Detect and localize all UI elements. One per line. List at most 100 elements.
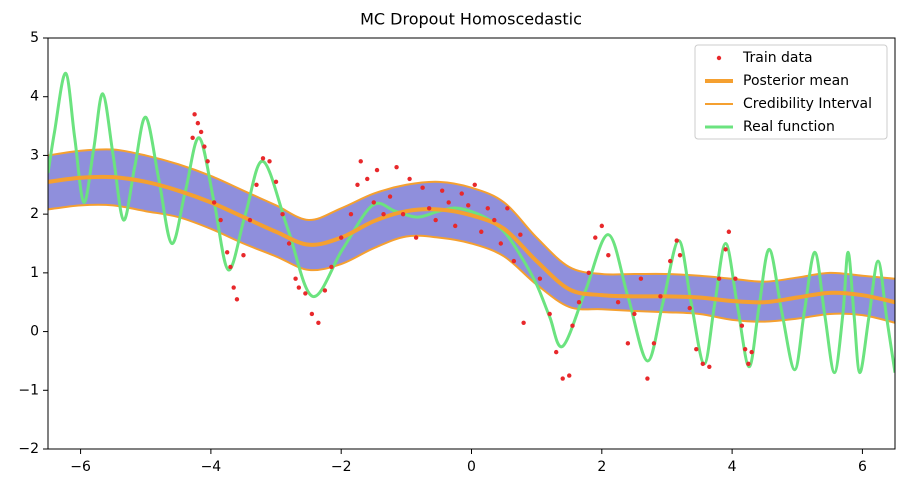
data-point — [459, 191, 464, 196]
data-point — [586, 270, 591, 276]
data-point — [316, 320, 321, 325]
x-tick-label: 2 — [597, 459, 606, 475]
data-point — [453, 223, 458, 229]
data-point — [381, 211, 386, 217]
data-point — [625, 341, 631, 346]
data-point — [211, 200, 217, 205]
data-point — [254, 182, 259, 187]
data-point — [606, 253, 611, 258]
y-tick-label: 4 — [30, 89, 39, 105]
data-point — [355, 182, 360, 187]
y-tick-label: −2 — [18, 441, 39, 457]
data-point — [400, 211, 406, 217]
data-point — [723, 247, 728, 252]
data-point — [472, 182, 477, 187]
credibility-line — [48, 203, 895, 324]
legend-label: Train data — [742, 50, 813, 66]
data-point — [521, 320, 526, 325]
data-point — [505, 206, 510, 211]
data-point — [726, 229, 732, 234]
data-point — [479, 229, 484, 234]
data-point — [498, 241, 504, 246]
x-tick-label: 4 — [728, 459, 737, 475]
y-tick-label: 2 — [30, 206, 39, 222]
data-point — [247, 217, 253, 223]
data-point — [593, 235, 598, 240]
data-point — [228, 264, 233, 270]
y-tick-label: 5 — [30, 30, 39, 46]
x-tick-label: 6 — [858, 459, 867, 475]
data-point — [446, 200, 451, 205]
data-point — [537, 276, 543, 281]
data-point — [466, 203, 471, 208]
data-point — [195, 120, 201, 126]
data-point — [374, 167, 380, 173]
credibility-band — [48, 149, 895, 323]
y-tick-label: 1 — [30, 265, 39, 281]
data-point — [439, 188, 445, 193]
data-point — [716, 276, 722, 281]
data-point — [267, 159, 272, 164]
series-line — [48, 71, 895, 375]
data-point — [413, 235, 419, 240]
data-point — [547, 311, 552, 317]
data-point — [280, 211, 285, 217]
data-point — [371, 200, 376, 205]
chart-title: MC Dropout Homoscedastic — [360, 10, 582, 29]
y-tick-label: −1 — [18, 382, 39, 398]
credibility-line — [48, 148, 895, 283]
data-point — [241, 253, 246, 258]
data-point — [645, 376, 650, 381]
data-point — [707, 364, 712, 369]
data-point — [492, 217, 497, 223]
data-point — [394, 164, 399, 170]
data-point — [205, 159, 210, 164]
x-tick-label: −2 — [331, 459, 352, 475]
data-point — [234, 297, 240, 302]
data-point — [742, 346, 748, 352]
legend-marker — [716, 55, 722, 61]
data-point — [632, 311, 637, 317]
legend-label: Credibility Interval — [743, 96, 872, 112]
data-point — [485, 206, 490, 211]
data-point — [749, 349, 754, 355]
y-tick-label: 3 — [30, 147, 39, 163]
data-point — [567, 373, 572, 378]
data-point — [570, 323, 575, 328]
data-point — [511, 258, 517, 264]
data-point — [231, 285, 236, 290]
data-point — [407, 176, 412, 182]
data-point — [273, 179, 279, 185]
data-point — [198, 129, 204, 135]
legend-label: Posterior mean — [743, 73, 849, 89]
series-line — [48, 174, 895, 305]
data-point — [599, 223, 605, 229]
data-point — [746, 361, 751, 367]
data-point — [224, 250, 230, 255]
data-point — [322, 288, 328, 293]
legend-box — [694, 44, 888, 140]
data-point — [387, 194, 393, 199]
data-point — [739, 323, 745, 328]
data-point — [518, 232, 523, 237]
data-point — [694, 346, 699, 352]
data-point — [420, 185, 425, 190]
legend-label: Real function — [743, 119, 835, 135]
data-point — [365, 176, 370, 182]
data-point — [687, 305, 692, 311]
x-tick-label: 0 — [467, 459, 476, 475]
data-point — [733, 276, 738, 281]
data-point — [433, 217, 438, 223]
data-point — [338, 235, 344, 240]
data-point — [560, 376, 565, 381]
plot-area — [48, 71, 895, 381]
data-point — [260, 156, 266, 161]
data-point — [358, 159, 363, 164]
data-point — [296, 285, 302, 290]
data-point — [615, 300, 621, 305]
data-point — [674, 238, 679, 243]
data-point — [668, 258, 673, 264]
data-point — [329, 264, 334, 270]
data-point — [303, 291, 308, 296]
data-point — [576, 300, 582, 305]
